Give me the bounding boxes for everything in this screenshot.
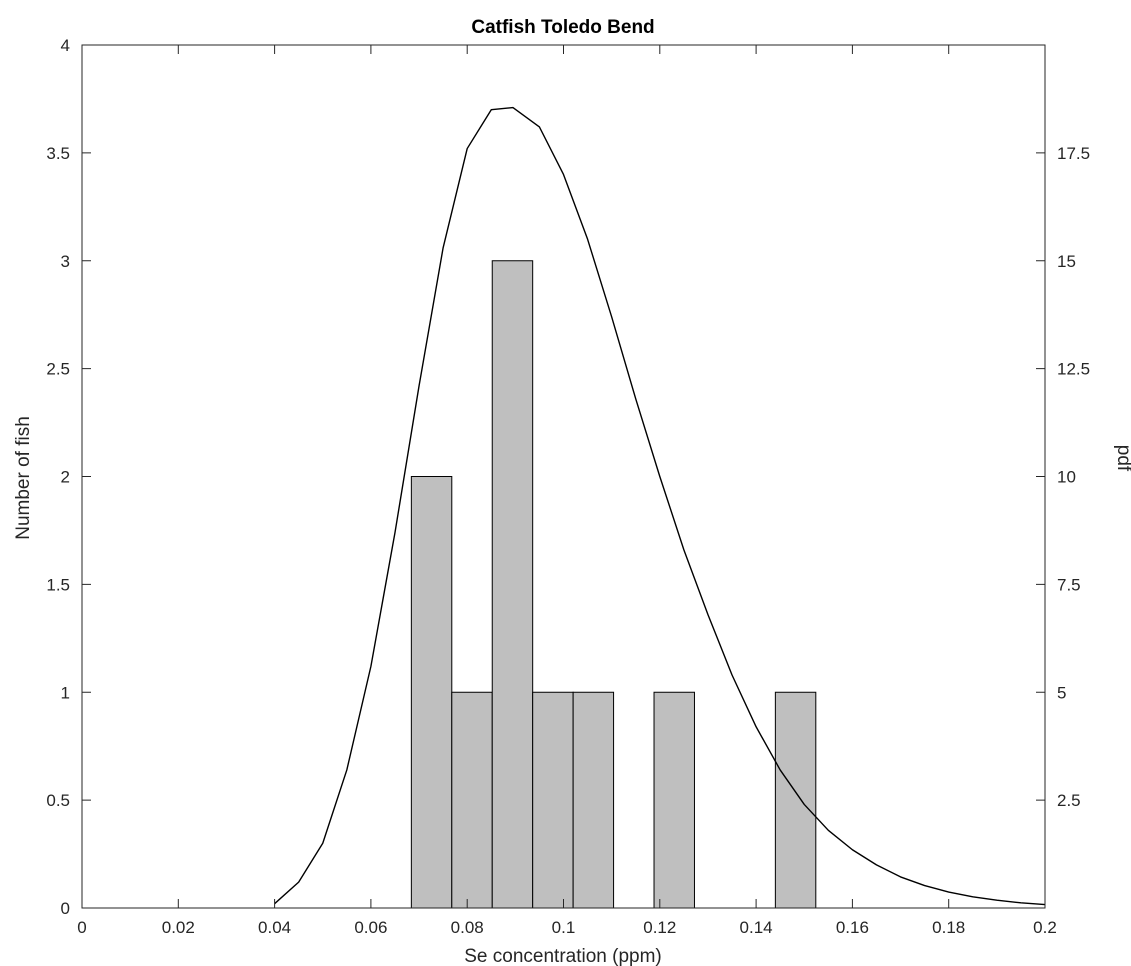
y2-tick-label: 17.5 [1057,144,1090,163]
pdf-curve-layer [274,106,1046,906]
histogram-bar-1 [410,476,453,909]
y-tick-label: 1.5 [46,575,70,594]
y-axis-label: Number of fish [13,416,34,540]
y2-tick-label: 15 [1057,252,1076,271]
histogram-bar-2 [451,691,493,909]
y-tick-label: 2.5 [46,360,70,379]
x-axis-label: Se concentration (ppm) [464,946,662,966]
chart-title: Catfish Toledo Bend [471,17,654,38]
y2-axis-label: pdf [1113,445,1131,472]
x-tick-label: 0.1 [552,918,576,937]
y-tick-label: 0.5 [46,791,70,810]
histogram-bar-4 [532,691,574,909]
y2-tick-label: 12.5 [1057,360,1090,379]
ticks-layer: 0 0.02 0.04 0.06 0.08 0.1 0.12 0.14 0.16 0.18 0.2 0… [46,36,1090,937]
y-tick-label: 3 [61,252,70,271]
histogram-bar-5 [572,691,615,909]
x-tick-label: 0.12 [643,918,676,937]
y2-tick-label: 10 [1057,468,1076,487]
histogram-bar-7 [774,691,817,909]
x-tick-label: 0.18 [932,918,965,937]
x-tick-label: 0.04 [258,918,291,937]
x-tick-label: 0.2 [1033,918,1057,937]
x-tick-label: 0.08 [451,918,484,937]
y-tick-label: 1 [61,683,70,702]
y-tick-label: 2 [61,468,70,487]
y-tick-label: 3.5 [46,144,70,163]
histogram-bar-6 [653,691,695,909]
y-tick-label: 4 [61,36,70,55]
x-tick-label: 0.16 [836,918,869,937]
histogram-bar-3 [491,260,534,909]
x-tick-label: 0.06 [354,918,387,937]
x-tick-label: 0 [77,918,86,937]
y2-tick-label: 2.5 [1057,791,1081,810]
x-tick-label: 0.14 [740,918,773,937]
y-tick-label: 0 [61,899,70,918]
y2-tick-label: 7.5 [1057,575,1081,594]
bars-layer [410,260,817,909]
y2-tick-label: 5 [1057,683,1066,702]
pdf-curve [274,106,1046,906]
x-tick-label: 0.02 [162,918,195,937]
